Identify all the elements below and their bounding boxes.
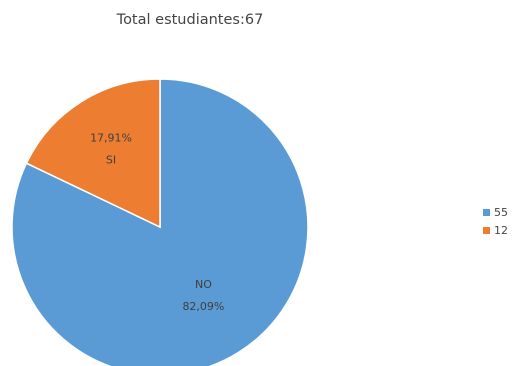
legend-swatch-si bbox=[483, 226, 490, 234]
legend-item-si: 12 bbox=[483, 221, 508, 239]
pie-slice-si bbox=[25, 78, 161, 229]
chart-legend: 55 12 bbox=[483, 203, 508, 239]
legend-swatch-no bbox=[483, 208, 490, 216]
chart-title: Total estudiantes:67 bbox=[116, 12, 264, 28]
legend-label-no: 55 bbox=[494, 205, 508, 219]
legend-label-si: 12 bbox=[494, 223, 508, 237]
data-label-name-si: SI bbox=[106, 153, 116, 166]
data-label-percent-no: 82,09% bbox=[182, 300, 224, 313]
data-label-percent-si: 17,91% bbox=[90, 131, 132, 144]
legend-item-no: 55 bbox=[483, 203, 508, 221]
data-label-name-no: NO bbox=[195, 278, 212, 291]
